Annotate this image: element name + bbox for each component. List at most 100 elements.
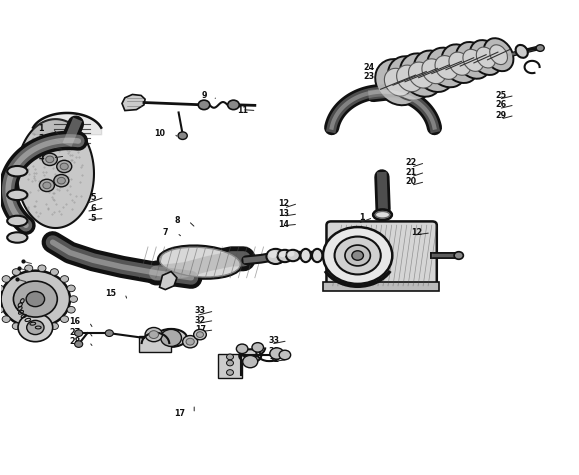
FancyBboxPatch shape bbox=[218, 353, 242, 378]
Text: 32: 32 bbox=[195, 316, 206, 325]
Text: 6: 6 bbox=[90, 204, 96, 213]
Circle shape bbox=[2, 316, 10, 323]
Circle shape bbox=[50, 323, 58, 330]
Text: 5: 5 bbox=[90, 214, 96, 223]
Circle shape bbox=[193, 329, 206, 340]
Text: 7: 7 bbox=[163, 228, 168, 238]
FancyBboxPatch shape bbox=[140, 335, 171, 352]
Circle shape bbox=[43, 182, 51, 189]
Circle shape bbox=[345, 245, 371, 266]
Ellipse shape bbox=[375, 211, 390, 218]
Ellipse shape bbox=[414, 50, 454, 92]
Circle shape bbox=[266, 249, 285, 264]
Text: 17: 17 bbox=[174, 409, 185, 418]
Circle shape bbox=[67, 285, 75, 292]
Circle shape bbox=[226, 370, 233, 375]
Text: 5: 5 bbox=[90, 193, 96, 202]
Circle shape bbox=[25, 265, 33, 272]
Ellipse shape bbox=[397, 65, 423, 92]
Circle shape bbox=[286, 250, 300, 261]
Circle shape bbox=[46, 156, 54, 162]
Circle shape bbox=[69, 296, 78, 303]
Text: 33: 33 bbox=[195, 306, 206, 315]
Circle shape bbox=[335, 237, 381, 275]
Circle shape bbox=[13, 281, 57, 317]
Circle shape bbox=[0, 285, 3, 292]
Text: 4: 4 bbox=[39, 153, 44, 162]
Circle shape bbox=[75, 341, 83, 347]
Circle shape bbox=[178, 132, 187, 140]
Circle shape bbox=[60, 163, 68, 170]
Ellipse shape bbox=[483, 38, 514, 71]
Ellipse shape bbox=[158, 246, 241, 278]
Ellipse shape bbox=[409, 62, 434, 88]
Text: 18: 18 bbox=[350, 238, 362, 247]
Circle shape bbox=[39, 179, 54, 191]
Circle shape bbox=[236, 344, 248, 353]
Ellipse shape bbox=[516, 45, 528, 58]
Circle shape bbox=[42, 153, 57, 165]
Circle shape bbox=[75, 330, 83, 336]
Circle shape bbox=[12, 323, 20, 330]
Circle shape bbox=[270, 348, 284, 359]
Text: 15: 15 bbox=[105, 289, 116, 298]
Circle shape bbox=[161, 329, 181, 346]
FancyBboxPatch shape bbox=[323, 282, 438, 291]
Circle shape bbox=[61, 276, 68, 282]
Text: 8: 8 bbox=[174, 217, 179, 226]
Ellipse shape bbox=[388, 56, 431, 101]
Circle shape bbox=[228, 100, 239, 110]
Circle shape bbox=[61, 316, 68, 323]
Text: 19: 19 bbox=[351, 248, 362, 257]
Circle shape bbox=[0, 296, 1, 303]
Text: 20: 20 bbox=[405, 177, 416, 186]
Text: 22: 22 bbox=[405, 158, 416, 167]
Circle shape bbox=[50, 269, 58, 276]
Circle shape bbox=[196, 332, 203, 337]
Circle shape bbox=[149, 331, 159, 339]
Text: 17: 17 bbox=[195, 325, 206, 334]
Ellipse shape bbox=[449, 52, 471, 75]
Ellipse shape bbox=[384, 68, 412, 96]
Ellipse shape bbox=[463, 49, 483, 71]
Circle shape bbox=[12, 269, 20, 276]
Text: 33: 33 bbox=[268, 336, 279, 345]
Circle shape bbox=[105, 330, 113, 336]
Text: 14: 14 bbox=[278, 220, 290, 229]
Ellipse shape bbox=[155, 329, 187, 347]
Text: 25: 25 bbox=[495, 91, 506, 100]
Circle shape bbox=[1, 271, 70, 327]
Ellipse shape bbox=[301, 249, 311, 262]
Text: 12: 12 bbox=[411, 228, 422, 238]
Ellipse shape bbox=[477, 47, 496, 68]
Circle shape bbox=[38, 326, 46, 333]
Ellipse shape bbox=[400, 53, 442, 97]
Circle shape bbox=[0, 306, 3, 313]
Text: 11: 11 bbox=[237, 106, 248, 115]
Polygon shape bbox=[122, 95, 145, 111]
Text: 16: 16 bbox=[69, 317, 80, 326]
Ellipse shape bbox=[490, 45, 508, 65]
Text: 29: 29 bbox=[495, 111, 506, 120]
Text: 2: 2 bbox=[38, 133, 44, 142]
Ellipse shape bbox=[7, 216, 27, 226]
Circle shape bbox=[27, 320, 44, 334]
Circle shape bbox=[226, 360, 233, 366]
Ellipse shape bbox=[7, 232, 27, 243]
Circle shape bbox=[536, 45, 544, 51]
Circle shape bbox=[323, 227, 393, 284]
Ellipse shape bbox=[239, 349, 261, 362]
Circle shape bbox=[226, 354, 233, 360]
Circle shape bbox=[268, 250, 277, 258]
Circle shape bbox=[67, 306, 75, 313]
Text: 13: 13 bbox=[278, 209, 290, 218]
FancyBboxPatch shape bbox=[327, 221, 437, 290]
Ellipse shape bbox=[435, 56, 458, 79]
Circle shape bbox=[186, 338, 195, 345]
Ellipse shape bbox=[375, 59, 421, 105]
Circle shape bbox=[38, 265, 46, 272]
Ellipse shape bbox=[427, 48, 466, 87]
Circle shape bbox=[279, 350, 291, 360]
Circle shape bbox=[182, 335, 197, 348]
Text: 26: 26 bbox=[495, 100, 506, 109]
